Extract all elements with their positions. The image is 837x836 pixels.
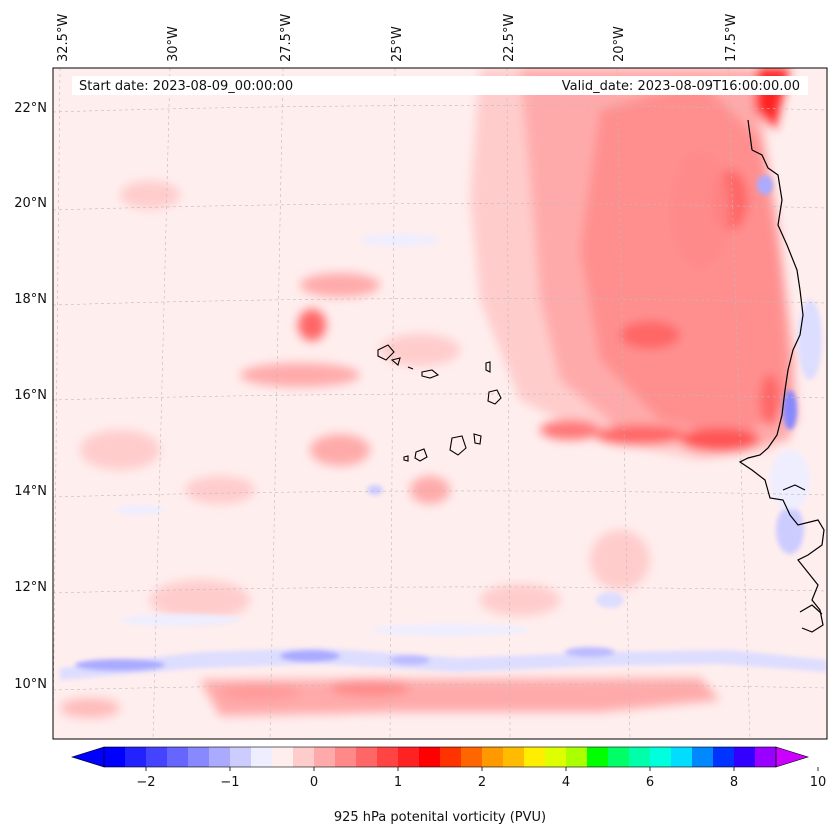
colorbar-segment bbox=[440, 747, 462, 767]
lat-label: 10°N bbox=[14, 677, 47, 692]
colorbar-tick-label: −1 bbox=[220, 775, 239, 790]
colorbar-tick-label: −2 bbox=[136, 775, 155, 790]
colorbar-segment bbox=[293, 747, 315, 767]
lat-label: 22°N bbox=[14, 101, 47, 116]
colorbar-segment bbox=[629, 747, 651, 767]
colorbar-over-arrow bbox=[775, 746, 810, 768]
colorbar-segment bbox=[566, 747, 588, 767]
valid-date-label: Valid_date: 2023-08-09T16:00:00.00 bbox=[562, 79, 800, 94]
lon-label: 22.5°W bbox=[502, 14, 517, 62]
colorbar-segment bbox=[377, 747, 399, 767]
colorbar-segment bbox=[167, 747, 189, 767]
colorbar-segment bbox=[272, 747, 294, 767]
negative-pv-streaks bbox=[60, 175, 827, 680]
colorbar-label: 925 hPa potenital vorticity (PVU) bbox=[334, 810, 546, 825]
colorbar-tick-label: 4 bbox=[562, 775, 570, 790]
lon-label: 20°W bbox=[612, 26, 627, 62]
colorbar-segment bbox=[608, 747, 630, 767]
colorbar-tick-label: 1 bbox=[394, 775, 402, 790]
colorbar-segment bbox=[104, 747, 126, 767]
colorbar-under-arrow bbox=[70, 746, 105, 768]
colorbar-segment bbox=[650, 747, 672, 767]
lon-label: 30°W bbox=[166, 26, 181, 62]
lat-label: 16°N bbox=[14, 388, 47, 403]
colorbar-ticks: −2−10124681014 bbox=[136, 767, 827, 790]
colorbar-segment bbox=[188, 747, 210, 767]
colorbar-tick-label: 8 bbox=[730, 775, 738, 790]
date-banner bbox=[72, 76, 808, 95]
colorbar-segment bbox=[713, 747, 735, 767]
colorbar-segment bbox=[356, 747, 378, 767]
colorbar-segment bbox=[545, 747, 567, 767]
colorbar-segment bbox=[482, 747, 504, 767]
coastline bbox=[738, 119, 825, 633]
colorbar-segment bbox=[335, 747, 357, 767]
colorbar-segment bbox=[230, 747, 252, 767]
colorbar-segment bbox=[755, 747, 777, 767]
colorbar-segment bbox=[209, 747, 231, 767]
longitude-labels: 32.5°W 30°W 27.5°W 25°W 22.5°W 20°W 17.5… bbox=[56, 14, 739, 62]
latitude-labels: 22°N 20°N 18°N 16°N 14°N 12°N 10°N bbox=[14, 101, 47, 692]
colorbar-segments bbox=[104, 747, 777, 767]
pv-contours bbox=[60, 68, 800, 718]
colorbar-segment bbox=[503, 747, 525, 767]
lat-label: 14°N bbox=[14, 484, 47, 499]
colorbar-tick-label: 10 bbox=[810, 775, 827, 790]
colorbar-segment bbox=[125, 747, 147, 767]
colorbar-segment bbox=[734, 747, 756, 767]
lat-label: 12°N bbox=[14, 580, 47, 595]
colorbar-segment bbox=[524, 747, 546, 767]
colorbar-segment bbox=[461, 747, 483, 767]
start-date-label: Start date: 2023-08-09_00:00:00 bbox=[79, 79, 293, 94]
colorbar-segment bbox=[671, 747, 693, 767]
colorbar: −2−10124681014 925 hPa potenital vortici… bbox=[70, 746, 827, 825]
colorbar-segment bbox=[419, 747, 441, 767]
cape-verde-islands bbox=[377, 344, 502, 462]
map-frame bbox=[52, 67, 828, 740]
pv-field bbox=[53, 68, 827, 739]
colorbar-tick-label: 6 bbox=[646, 775, 654, 790]
colorbar-frame bbox=[103, 746, 777, 768]
colorbar-tick-label: 2 bbox=[478, 775, 486, 790]
lat-label: 18°N bbox=[14, 292, 47, 307]
gridlines bbox=[53, 68, 827, 739]
lon-label: 27.5°W bbox=[279, 14, 294, 62]
colorbar-segment bbox=[314, 747, 336, 767]
colorbar-segment bbox=[398, 747, 420, 767]
colorbar-tick-label: 0 bbox=[310, 775, 318, 790]
lon-label: 17.5°W bbox=[724, 14, 739, 62]
lon-label: 25°W bbox=[390, 26, 405, 62]
colorbar-segment bbox=[587, 747, 609, 767]
colorbar-segment bbox=[692, 747, 714, 767]
colorbar-segment bbox=[251, 747, 273, 767]
lon-label: 32.5°W bbox=[56, 14, 71, 62]
colorbar-segment bbox=[146, 747, 168, 767]
lat-label: 20°N bbox=[14, 196, 47, 211]
